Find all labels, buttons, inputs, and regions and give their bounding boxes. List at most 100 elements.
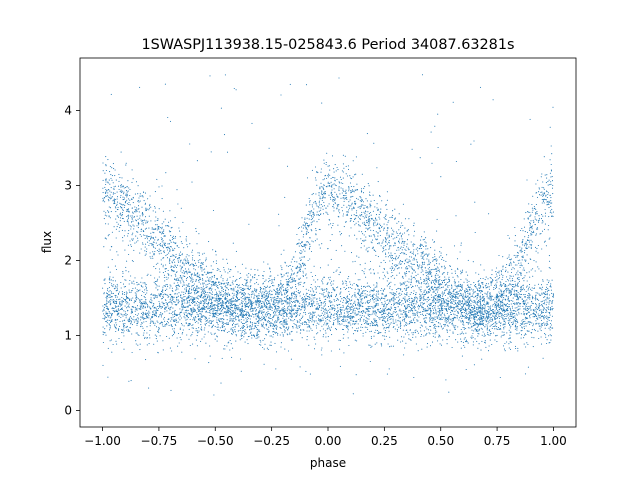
data-point [263,311,265,313]
data-point [376,207,378,209]
data-point [463,316,465,318]
data-point [499,281,501,283]
data-point [120,203,122,205]
data-point [413,263,415,265]
data-point [366,300,368,302]
data-point [467,289,469,291]
data-point [179,313,181,315]
data-point [517,274,519,276]
data-point [372,223,375,225]
data-point [123,291,126,294]
data-point [321,307,323,309]
data-point [354,300,356,302]
data-point [195,228,197,230]
data-point [485,324,487,326]
data-point [476,293,478,295]
data-point [144,216,147,218]
data-point [488,314,490,316]
data-point [246,339,248,341]
data-point [518,280,521,283]
data-point [470,295,472,297]
data-point [257,306,259,309]
data-point [350,252,353,254]
data-point [133,283,135,285]
data-point [314,338,316,340]
data-point [197,275,199,277]
data-point [525,286,528,288]
data-point [308,330,310,332]
data-point [226,345,228,347]
data-point [477,347,479,349]
data-point [120,214,122,216]
data-point [466,279,468,281]
data-point [526,245,528,247]
data-point [270,275,272,277]
data-point [529,228,531,230]
data-point [294,281,296,283]
data-point [460,313,462,315]
data-point [204,333,206,335]
data-point [258,298,260,300]
data-point [543,241,546,243]
data-point [130,322,132,324]
data-point [351,323,354,325]
data-point [134,310,136,312]
data-point [284,323,286,325]
data-point [425,245,427,247]
data-point [356,313,358,315]
data-point [520,286,522,288]
data-point [257,311,260,313]
data-point [177,277,179,279]
data-point [529,118,531,120]
data-point [510,314,512,316]
data-point [369,194,371,197]
data-point [491,313,493,315]
data-point [307,241,309,243]
data-point [509,277,511,279]
data-point [325,324,327,326]
data-point [361,303,363,305]
data-point [156,297,158,299]
data-point [323,178,326,180]
data-point [278,293,280,295]
data-point [280,346,282,348]
data-point [376,219,378,221]
data-point [392,316,394,318]
data-point [105,183,107,186]
data-point [447,293,449,295]
data-point [478,318,480,320]
data-point [112,286,114,288]
data-point [302,227,304,229]
data-point [516,303,518,305]
data-point [376,298,378,300]
data-point [358,225,360,227]
data-point [218,299,220,301]
data-point [425,283,427,285]
data-point [267,302,270,305]
data-point [359,318,361,320]
data-point [444,268,446,270]
data-point [296,275,298,277]
data-point [412,251,414,253]
data-point [370,336,372,338]
data-point [433,327,435,329]
data-point [428,259,430,261]
data-point [154,315,156,317]
data-point [348,185,350,188]
data-point [271,307,273,309]
data-point [405,293,407,296]
data-point [430,317,432,319]
data-point [110,303,112,305]
data-point [247,321,249,323]
data-point [306,217,308,219]
data-point [371,313,373,315]
data-point [346,175,349,177]
data-point [178,254,180,257]
data-point [363,315,365,317]
data-point [263,317,265,319]
data-point [370,295,372,297]
data-point [452,291,454,293]
data-point [282,325,284,327]
data-point [474,231,476,234]
data-point [490,324,492,326]
